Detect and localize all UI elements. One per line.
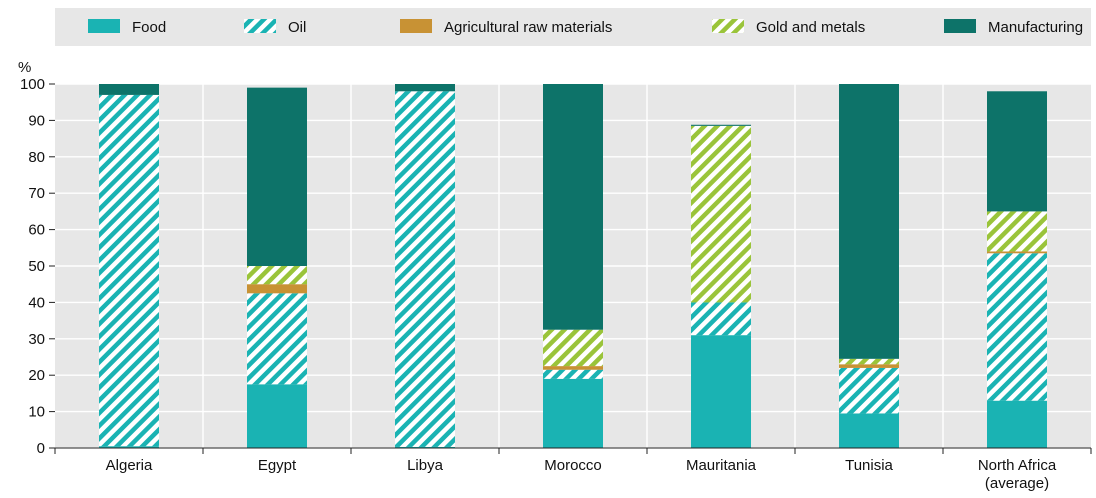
legend-item-food: Food [88, 19, 166, 36]
bar-manufacturing-mauritania [691, 124, 751, 126]
bar-oil-egypt [247, 293, 307, 385]
bar-agricultural-raw-materials-tunisia [839, 364, 899, 368]
y-tick-label-90: 90 [28, 112, 45, 129]
legend-swatch-manufacturing [944, 19, 976, 33]
legend-swatch-food [88, 19, 120, 33]
bar-gold-and-metals-north-africa [987, 211, 1047, 252]
bar-stack-morocco [543, 84, 603, 448]
bar-manufacturing-algeria [99, 84, 159, 95]
bar-agricultural-raw-materials-north-africa [987, 251, 1047, 254]
bar-stack-tunisia [839, 84, 899, 448]
legend-label-agricultural-raw-materials: Agricultural raw materials [444, 19, 612, 36]
bar-oil-tunisia [839, 367, 899, 414]
bar-food-morocco [543, 378, 603, 448]
bar-gold-and-metals-mauritania [691, 125, 751, 303]
bar-gold-and-metals-morocco [543, 329, 603, 367]
legend-background [55, 8, 1091, 46]
legend-item-gold-and-metals: Gold and metals [712, 19, 865, 36]
legend-label-oil: Oil [288, 19, 306, 36]
category-label-egypt: Egypt [258, 457, 297, 474]
legend-swatch-oil [244, 19, 276, 33]
category-label-tunisia: Tunisia [845, 457, 893, 474]
category-label-algeria: Algeria [106, 457, 153, 474]
legend-label-gold-and-metals: Gold and metals [756, 19, 865, 36]
category-label-morocco: Morocco [544, 457, 602, 474]
bar-manufacturing-tunisia [839, 84, 899, 359]
bar-manufacturing-egypt [247, 87, 307, 266]
bar-stack-north-africa [987, 91, 1047, 448]
bar-oil-north-africa [987, 253, 1047, 401]
bar-oil-libya [395, 91, 455, 447]
y-tick-label-30: 30 [28, 331, 45, 348]
bar-food-mauritania [691, 335, 751, 448]
bar-oil-algeria [99, 94, 159, 447]
y-unit-label: % [18, 59, 31, 76]
bar-manufacturing-north-africa [987, 91, 1047, 212]
y-tick-label-70: 70 [28, 185, 45, 202]
bar-oil-morocco [543, 369, 603, 379]
bars [99, 84, 1047, 448]
bar-gold-and-metals-tunisia [839, 358, 899, 365]
legend-swatch-agricultural-raw-materials [400, 19, 432, 33]
bar-food-algeria [99, 446, 159, 448]
legend-item-agricultural-raw-materials: Agricultural raw materials [400, 19, 612, 36]
legend: Food Oil Agricultural raw materials Gold an… [88, 19, 1083, 36]
bar-gold-and-metals-egypt [247, 266, 307, 285]
bar-food-libya [395, 446, 455, 448]
bar-stack-mauritania [691, 124, 751, 448]
bar-food-tunisia [839, 413, 899, 448]
y-tick-label-80: 80 [28, 149, 45, 166]
bar-food-egypt [247, 384, 307, 448]
y-tick-label-20: 20 [28, 367, 45, 384]
bar-stack-egypt [247, 87, 307, 448]
y-tick-label-0: 0 [37, 440, 45, 457]
bar-oil-mauritania [691, 302, 751, 336]
legend-label-food: Food [132, 19, 166, 36]
legend-item-manufacturing: Manufacturing [944, 19, 1083, 36]
legend-swatch-gold-and-metals [712, 19, 744, 33]
y-tick-label-50: 50 [28, 258, 45, 275]
bar-agricultural-raw-materials-egypt [247, 284, 307, 294]
legend-label-manufacturing: Manufacturing [988, 19, 1083, 36]
bar-agricultural-raw-materials-morocco [543, 366, 603, 370]
bar-stack-algeria [99, 84, 159, 448]
category-label-mauritania: Mauritania [686, 457, 757, 474]
category-label-libya: Libya [407, 457, 444, 474]
y-tick-label-60: 60 [28, 222, 45, 239]
bar-manufacturing-libya [395, 84, 455, 92]
bar-food-north-africa [987, 400, 1047, 448]
y-tick-label-40: 40 [28, 294, 45, 311]
y-tick-label-10: 10 [28, 404, 45, 421]
y-tick-label-100: 100 [20, 76, 45, 93]
bar-manufacturing-morocco [543, 84, 603, 330]
category-label-north-africa: North Africa (average) [978, 457, 1057, 492]
bar-stack-libya [395, 84, 455, 448]
legend-item-oil: Oil [244, 19, 306, 36]
axes: 0 10 20 30 40 50 60 70 80 90 100 Algeria Egypt Libya M… [20, 76, 1092, 492]
